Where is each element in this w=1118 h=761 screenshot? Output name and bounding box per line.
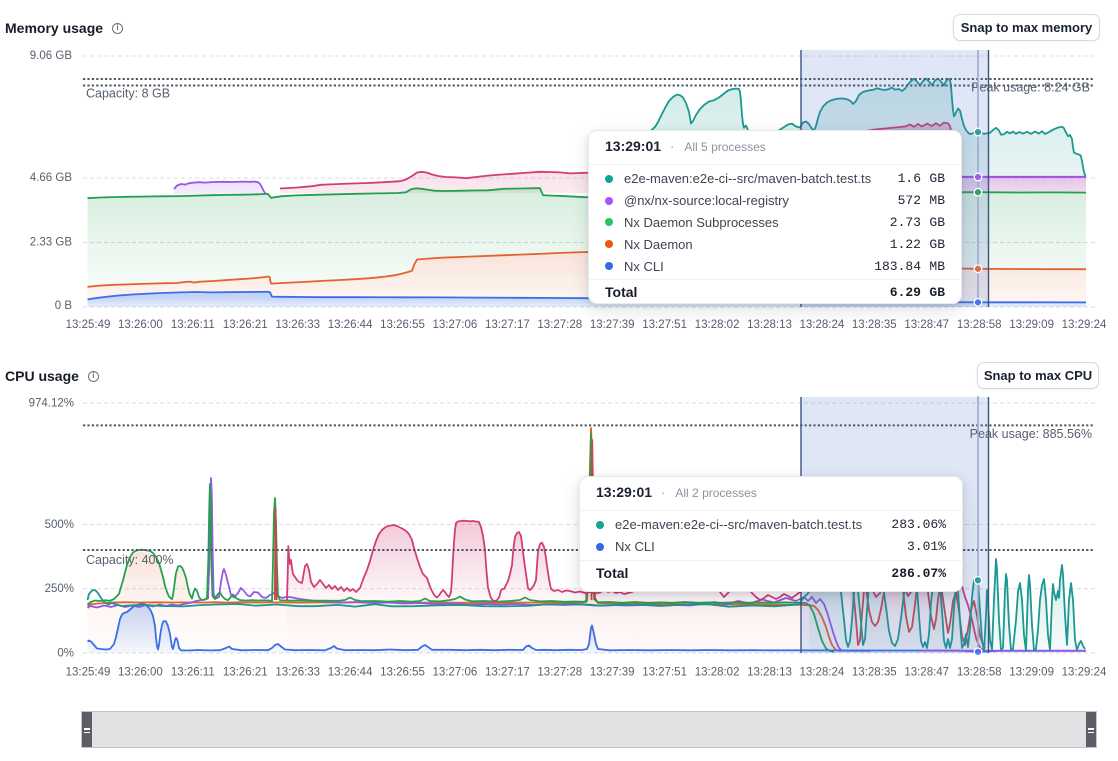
svg-text:13:27:39: 13:27:39 (590, 319, 635, 331)
svg-text:974.12%: 974.12% (29, 398, 74, 410)
svg-text:13:29:09: 13:29:09 (1009, 319, 1054, 331)
svg-text:13:27:17: 13:27:17 (485, 319, 530, 331)
svg-text:13:26:00: 13:26:00 (118, 319, 163, 331)
svg-text:13:26:00: 13:26:00 (118, 667, 163, 679)
svg-text:13:26:44: 13:26:44 (328, 667, 373, 679)
svg-text:Peak usage: 8.24 GB: Peak usage: 8.24 GB (971, 81, 1090, 95)
svg-text:13:26:21: 13:26:21 (223, 319, 268, 331)
svg-text:13:27:28: 13:27:28 (537, 319, 582, 331)
svg-text:0%: 0% (57, 648, 74, 660)
svg-text:Capacity: 8 GB: Capacity: 8 GB (86, 87, 170, 101)
svg-text:13:28:47: 13:28:47 (904, 667, 949, 679)
svg-text:2.33 GB: 2.33 GB (30, 237, 73, 249)
svg-text:13:26:11: 13:26:11 (171, 319, 215, 331)
svg-text:13:26:33: 13:26:33 (275, 667, 320, 679)
svg-text:13:28:35: 13:28:35 (852, 667, 897, 679)
svg-text:4.66 GB: 4.66 GB (30, 172, 73, 184)
svg-text:13:28:13: 13:28:13 (747, 667, 792, 679)
svg-text:13:27:06: 13:27:06 (433, 319, 478, 331)
svg-text:Capacity: 400%: Capacity: 400% (86, 553, 174, 567)
svg-text:13:26:55: 13:26:55 (380, 667, 425, 679)
svg-text:13:28:24: 13:28:24 (800, 667, 845, 679)
svg-text:13:26:44: 13:26:44 (328, 319, 373, 331)
svg-text:13:25:49: 13:25:49 (66, 667, 111, 679)
svg-text:13:27:28: 13:27:28 (537, 667, 582, 679)
svg-text:500%: 500% (45, 519, 74, 531)
svg-text:13:27:17: 13:27:17 (485, 667, 530, 679)
svg-text:13:27:39: 13:27:39 (590, 667, 635, 679)
svg-text:Peak usage: 885.56%: Peak usage: 885.56% (970, 427, 1092, 441)
svg-text:13:26:55: 13:26:55 (380, 319, 425, 331)
svg-text:13:28:24: 13:28:24 (800, 319, 845, 331)
svg-text:13:28:58: 13:28:58 (957, 667, 1002, 679)
svg-text:13:28:58: 13:28:58 (957, 319, 1002, 331)
svg-text:250%: 250% (45, 583, 74, 595)
svg-text:13:28:13: 13:28:13 (747, 319, 792, 331)
svg-text:13:27:06: 13:27:06 (433, 667, 478, 679)
svg-text:13:27:51: 13:27:51 (642, 319, 687, 331)
svg-text:13:29:09: 13:29:09 (1009, 667, 1054, 679)
svg-text:13:29:24: 13:29:24 (1062, 319, 1107, 331)
svg-text:13:28:47: 13:28:47 (904, 319, 949, 331)
svg-text:13:29:24: 13:29:24 (1062, 667, 1107, 679)
svg-text:13:26:21: 13:26:21 (223, 667, 268, 679)
svg-text:0 B: 0 B (55, 300, 73, 312)
svg-text:13:28:02: 13:28:02 (695, 667, 740, 679)
svg-text:9.06 GB: 9.06 GB (30, 50, 73, 62)
svg-text:13:28:35: 13:28:35 (852, 319, 897, 331)
svg-text:13:26:33: 13:26:33 (275, 319, 320, 331)
svg-text:13:26:11: 13:26:11 (171, 667, 215, 679)
svg-text:13:27:51: 13:27:51 (642, 667, 687, 679)
svg-text:13:25:49: 13:25:49 (66, 319, 111, 331)
svg-text:13:28:02: 13:28:02 (695, 319, 740, 331)
